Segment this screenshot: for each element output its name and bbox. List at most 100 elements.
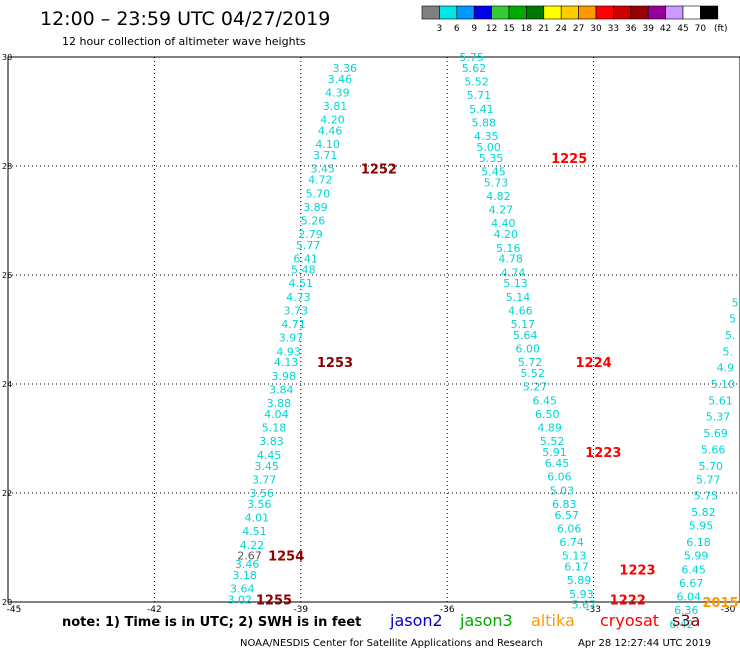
scale-tick-label: 42 [660,24,671,34]
wave-height-value: 3.97 [279,332,304,345]
wave-height-value: 5.52 [464,76,489,89]
wave-height-value: 4.20 [494,228,519,241]
wave-height-value: 4.04 [264,408,289,421]
wave-height-value: 6.41 [293,253,318,266]
scale-tick-label: 3 [437,24,443,34]
wave-height-value: 4.27 [489,204,514,217]
y-tick-label: 22 [2,489,12,498]
wave-height-value: 3.77 [252,473,277,486]
wave-height-value: 5.72 [518,356,543,369]
wave-height-value: 3.36 [332,62,357,75]
wave-height-value: 5.41 [469,103,494,116]
wave-height-value: 3.18 [232,569,257,582]
wave-height-value: 5.73 [484,176,509,189]
wave-height-value: 6.06 [547,471,572,484]
wave-height-values: 3.363.464.393.814.204.464.103.713.454.72… [228,51,739,631]
wave-height-value: 5.75 [459,51,484,64]
wave-height-value: 3.46 [235,558,260,571]
wave-height-value: 5.77 [696,473,721,486]
wave-height-value: 5.16 [496,242,521,255]
pass-number-label: 1225 [551,152,587,167]
y-tick-label: 24 [2,380,12,389]
scale-tick-label: 36 [625,24,637,34]
scale-swatch [578,5,597,20]
wave-height-value: 5. [723,345,734,358]
wave-height-value: 4.93 [276,345,301,358]
wave-height-value: 5 [732,296,739,309]
wave-height-value: 6.18 [686,536,711,549]
wave-height-value: 4.22 [240,539,265,552]
wave-height-value: 2.79 [298,228,323,241]
y-tick-label: 20 [2,598,12,607]
wave-height-value: 4.45 [257,449,282,462]
wave-height-value: 6.74 [559,536,584,549]
wave-height-value: 5.99 [684,550,709,563]
pass-number-label: 1253 [317,356,353,371]
scale-swatch [647,5,666,20]
wave-height-value: 6.17 [564,561,589,574]
wave-height-value: 5.67 [572,599,597,612]
wave-height-value: 5.77 [296,239,321,252]
scale-tick-label: 18 [521,24,533,34]
wave-height-value: 5 [729,313,736,326]
wave-height-value: 5.26 [301,215,326,228]
wave-height-value: 6.36 [674,604,699,617]
scale-tick-label: 21 [538,24,549,34]
wave-height-value: 5.91 [542,446,567,459]
wave-height-value: 6.67 [679,577,704,590]
wave-height-value: 5.95 [689,520,714,533]
wave-height-color-scale: 3 6 9 12 15 18 21 24 27 30 33 36 39 42 45 70 [421,5,719,34]
wave-height-value: 5.70 [306,187,331,200]
wave-height-value: 3.88 [267,397,292,410]
satellite-legend: jason2 jason3 altika cryosat s3a [389,611,700,630]
pass-number-label: 1224 [576,356,612,371]
wave-height-value: 4.35 [474,130,499,143]
wave-height-value: 4.74 [501,266,526,279]
scale-tick-label: 30 [590,24,602,34]
x-tick-labels: -45 -42 -39 -36 -33 -30 [7,605,736,615]
scale-swatch [421,5,440,20]
legend-item-cryosat: cryosat [600,611,659,630]
wave-height-value: 5.66 [701,443,726,456]
x-tick-label: -42 [147,605,162,615]
wave-height-value: 4.71 [281,318,306,331]
y-tick-label: 30 [2,53,12,62]
wave-height-value: 5.35 [479,152,504,165]
wave-height-value: 4.13 [274,356,299,369]
wave-height-value: 5.93 [569,588,594,601]
wave-height-value: 6.45 [533,394,558,407]
scale-swatch [491,5,510,20]
wave-height-value: 6.45 [681,563,706,576]
y-tick-labels: 20 22 24 26 28 30 [2,53,12,607]
x-tick-label: -45 [7,605,22,615]
wave-height-value: 4.10 [315,138,340,151]
scale-tick-label: 70 [695,24,707,34]
x-tick-label: -33 [586,605,601,615]
wave-height-value: 6.42 [669,618,694,631]
wave-height-value: 5.48 [291,264,316,277]
wave-height-value: 4.82 [486,190,511,203]
chart-title: 12:00 – 23:59 UTC 04/27/2019 [40,8,330,30]
footer-note: note: 1) Time is in UTC; 2) SWH is in fe… [62,615,361,630]
scale-unit-label: (ft) [714,24,728,34]
wave-height-value: 5.52 [520,367,545,380]
wave-height-value: 5.13 [503,277,528,290]
wave-height-value: 6.50 [535,408,560,421]
wave-height-value: 5.75 [694,490,719,503]
wave-height-value: 5.27 [523,381,548,394]
wave-height-value: 4.9 [717,362,735,375]
wave-height-value: 5.14 [506,291,531,304]
wave-height-value: 2.67 [237,550,262,563]
scale-swatch [613,5,632,20]
wave-height-value: 4.89 [537,422,562,435]
wave-height-value: 5.88 [472,116,497,129]
scale-swatch [682,5,701,20]
wave-height-value: 6.45 [545,457,570,470]
wave-height-value: 5.00 [476,141,501,154]
scale-tick-label: 33 [608,24,619,34]
wave-height-value: 4.20 [320,114,345,127]
x-tick-label: -36 [440,605,455,615]
wave-height-value: 3.56 [250,487,275,500]
pass-number-label: 2015 [702,596,738,611]
